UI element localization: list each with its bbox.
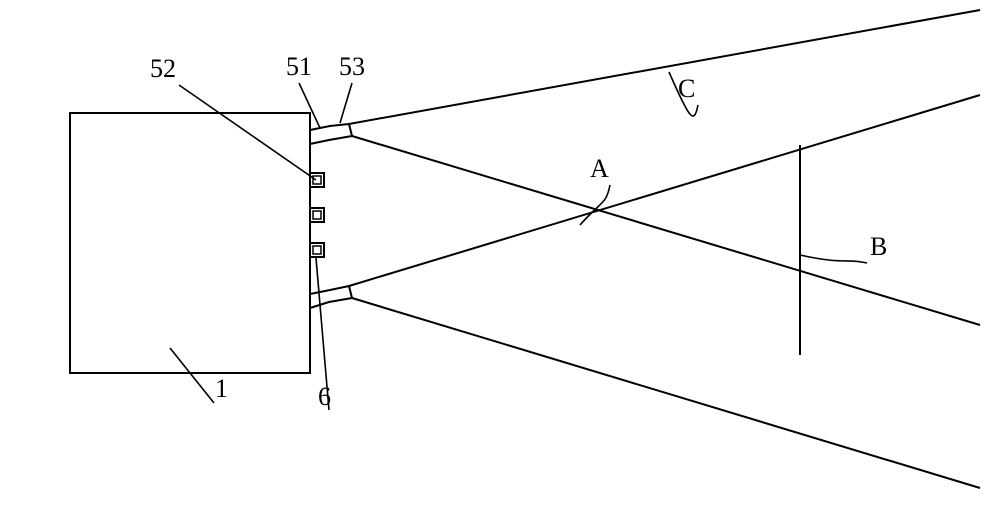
label-l51: 51 — [286, 52, 312, 82]
ray-top-0 — [349, 10, 980, 124]
main-box — [70, 113, 310, 373]
label-l6: 6 — [318, 382, 331, 412]
label-l52: 52 — [150, 54, 176, 84]
label-l53: 53 — [339, 52, 365, 82]
ray-top-1 — [352, 136, 980, 325]
emitter-top — [310, 124, 352, 144]
wall-component-outer-2 — [310, 243, 324, 257]
leader-l53 — [340, 83, 352, 123]
wall-component-inner-2 — [313, 246, 321, 254]
label-l1: 1 — [215, 374, 228, 404]
emitter-bottom — [310, 286, 352, 308]
leader-l52 — [179, 85, 316, 180]
leader-l1 — [170, 348, 214, 403]
label-lB: B — [870, 232, 887, 262]
label-lC: C — [678, 74, 695, 104]
wall-component-outer-0 — [310, 173, 324, 187]
wall-component-inner-0 — [313, 176, 321, 184]
label-lA: A — [590, 154, 609, 184]
connector-lB — [800, 255, 867, 263]
ray-bottom-1 — [352, 298, 980, 488]
wall-component-inner-1 — [313, 211, 321, 219]
wall-component-outer-1 — [310, 208, 324, 222]
